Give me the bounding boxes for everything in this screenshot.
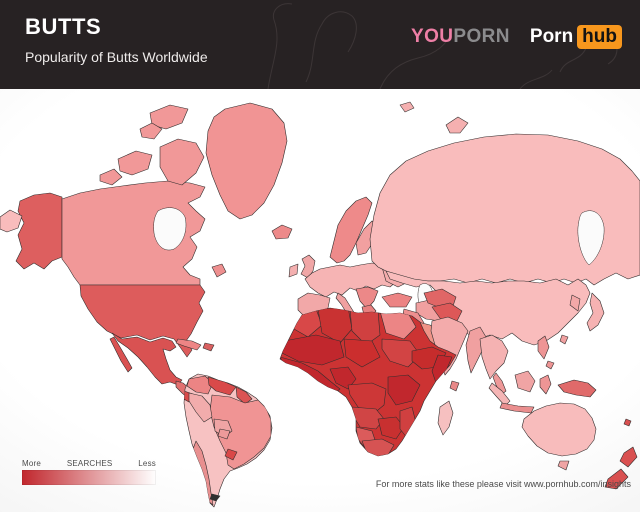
pornhub-logo: Porn hub: [530, 25, 622, 49]
legend-label-more: More: [22, 459, 42, 468]
country-sri-lanka: [449, 380, 460, 392]
canada-baffin-island: [159, 138, 205, 186]
deco-coastline: [379, 29, 453, 89]
country-japan: [586, 292, 605, 332]
country-sudan: [381, 338, 421, 368]
canada-arctic-island: [99, 168, 123, 186]
header-bar: BUTTS Popularity of Butts Worldwide YOUP…: [0, 0, 640, 89]
pornhub-logo-porn: Porn: [529, 26, 574, 47]
canada-newfoundland: [211, 263, 227, 278]
island-java: [499, 402, 535, 414]
region-scandinavia: [329, 196, 373, 264]
deco-coastline: [519, 69, 553, 89]
country-russia: [369, 133, 640, 286]
header-map-outline-decoration: [267, 3, 618, 89]
country-uruguay: [224, 448, 238, 461]
region-guyanas: [235, 386, 253, 405]
world-map-area: More SEARCHES Less For more stats like t…: [0, 89, 640, 512]
region-mauritania-mali: [281, 334, 345, 366]
youporn-logo: YOUPORN: [411, 26, 510, 48]
country-taiwan: [559, 334, 569, 345]
region-balkans: [355, 286, 379, 310]
hudson-bay: [153, 207, 187, 251]
country-ireland: [288, 263, 299, 278]
youporn-logo-you: YOU: [411, 26, 454, 47]
country-mexico: [111, 332, 183, 386]
islands-fiji: [623, 418, 632, 427]
island-new-guinea: [557, 379, 597, 398]
brand-logos: YOUPORN Porn hub: [411, 25, 622, 49]
country-turkey: [381, 292, 413, 308]
page-title: BUTTS: [25, 14, 102, 39]
islands-falkland: [209, 493, 221, 502]
canada-arctic-island: [139, 122, 163, 140]
island-madagascar: [437, 400, 454, 436]
legend-label-less: Less: [138, 459, 156, 468]
country-paraguay: [217, 428, 231, 440]
world-map: [0, 101, 640, 508]
country-australia: [521, 402, 597, 457]
page-subtitle: Popularity of Butts Worldwide: [25, 49, 208, 65]
youporn-logo-porn: PORN: [453, 26, 510, 47]
country-brazil: [209, 394, 272, 470]
country-nigeria: [329, 366, 357, 390]
legend-labels: More SEARCHES Less: [22, 459, 156, 468]
islands-svalbard: [399, 101, 415, 113]
philippines-mindanao: [545, 360, 555, 370]
map-legend: More SEARCHES Less: [22, 459, 156, 485]
legend-label-searches: SEARCHES: [66, 459, 113, 468]
sea-of-okhotsk: [577, 210, 605, 266]
islands-novaya-zemlya: [445, 116, 469, 134]
deco-coastline: [267, 3, 293, 89]
region-kenya-tanzania: [387, 374, 421, 406]
country-algeria: [317, 308, 353, 344]
island-borneo: [514, 370, 536, 393]
deco-coastline: [305, 11, 357, 83]
country-usa: [79, 284, 206, 358]
country-peru: [188, 392, 213, 423]
country-iceland: [271, 224, 293, 240]
country-philippines: [537, 335, 550, 360]
pornhub-logo-hub: hub: [577, 25, 622, 49]
new-zealand-south: [604, 468, 629, 490]
canada-victoria-island: [117, 150, 153, 176]
country-cuba: [175, 338, 202, 351]
island-hispaniola: [202, 342, 215, 352]
region-indochina: [479, 334, 509, 380]
mexico-baja: [109, 336, 133, 373]
legend-bar: [22, 470, 156, 485]
country-alaska: [15, 192, 63, 270]
island-tasmania: [557, 460, 570, 471]
region-niger-chad: [343, 338, 381, 368]
new-zealand-north: [619, 446, 638, 468]
island-sulawesi: [539, 374, 552, 395]
footer-note: For more stats like these please visit w…: [375, 479, 631, 489]
region-zambia-zimbabwe: [377, 416, 405, 440]
country-drc: [347, 382, 387, 416]
country-korea: [569, 294, 581, 312]
country-russia-west-fragment: [0, 209, 23, 233]
country-colombia: [186, 375, 214, 395]
country-greenland: [205, 102, 288, 220]
